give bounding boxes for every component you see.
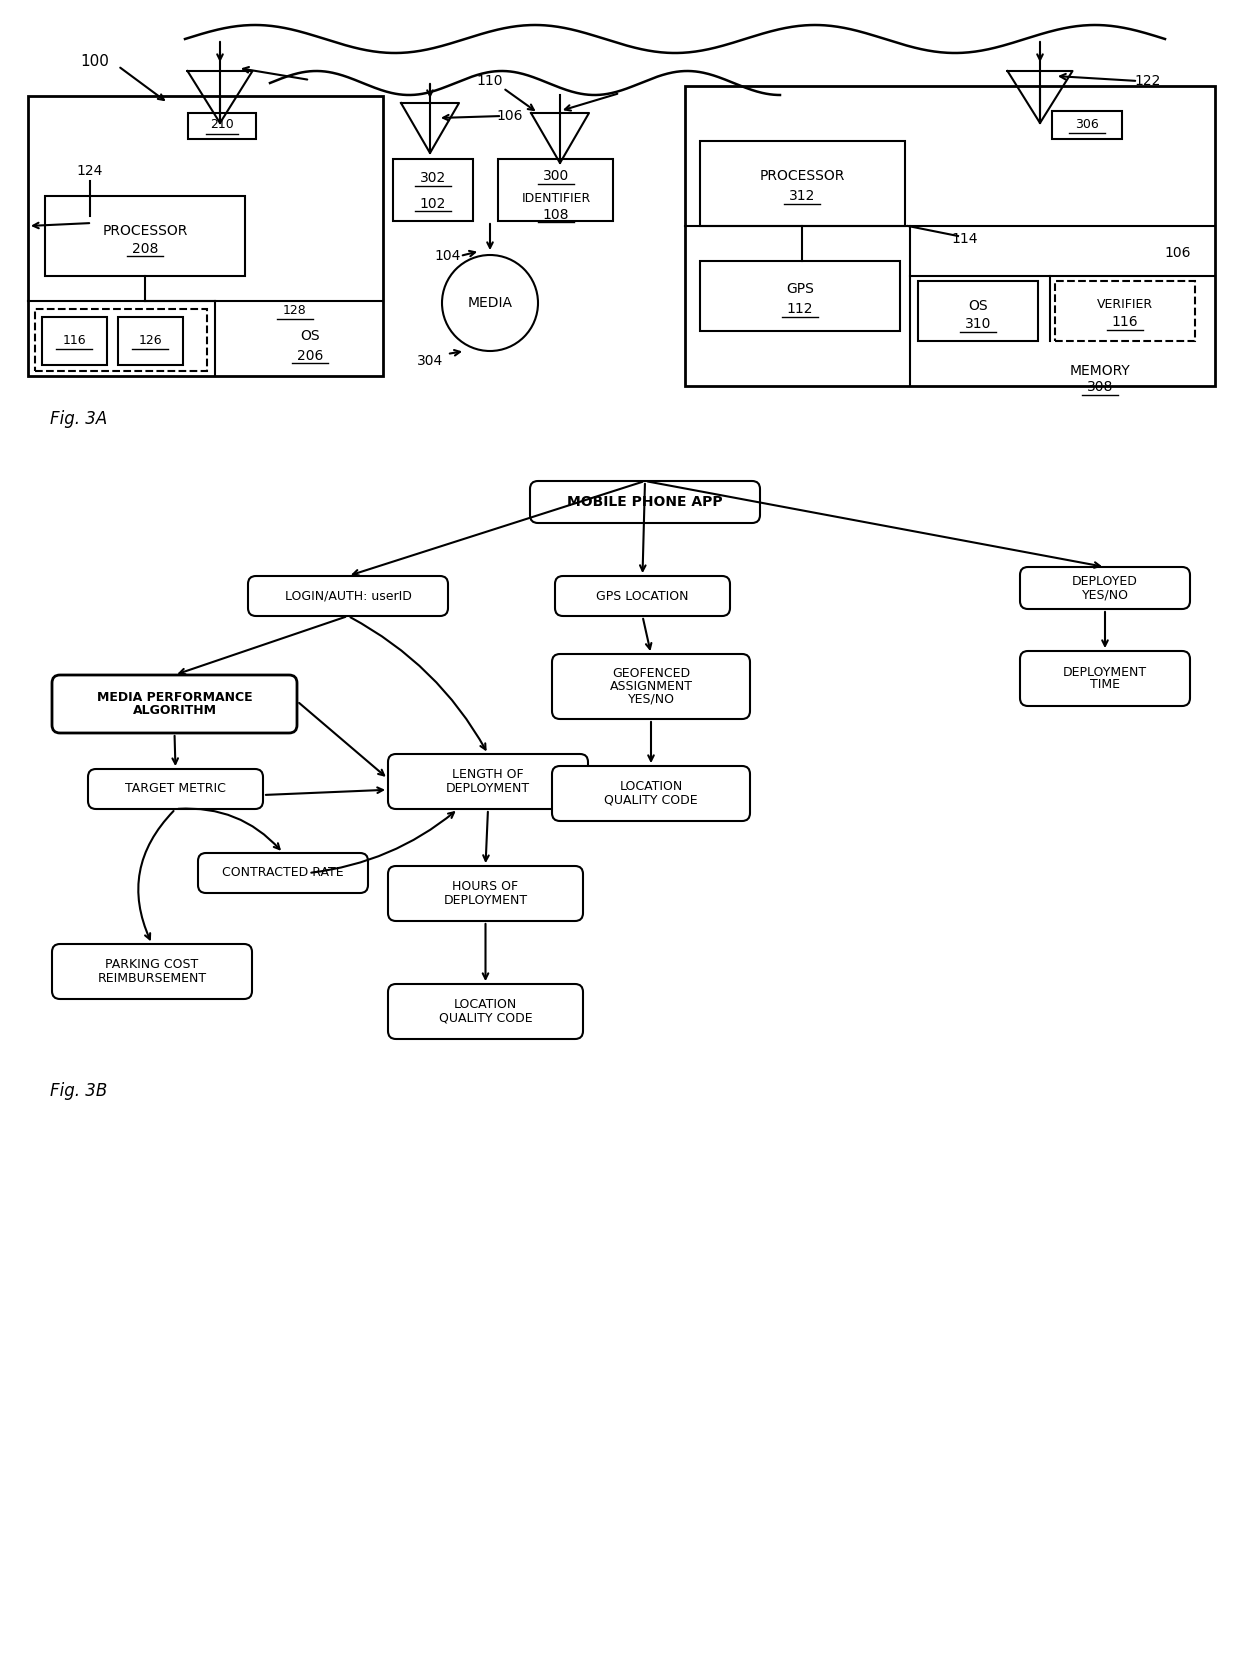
- Text: 126: 126: [138, 334, 161, 348]
- FancyBboxPatch shape: [198, 852, 368, 892]
- Bar: [42, 317, 107, 364]
- Text: DEPLOYED: DEPLOYED: [1073, 575, 1138, 588]
- Text: 310: 310: [965, 317, 991, 331]
- FancyBboxPatch shape: [52, 944, 252, 999]
- Bar: [1052, 110, 1122, 139]
- Text: GEOFENCED: GEOFENCED: [611, 667, 691, 680]
- Text: PARKING COST: PARKING COST: [105, 959, 198, 971]
- FancyBboxPatch shape: [552, 765, 750, 820]
- Text: 108: 108: [543, 207, 569, 222]
- Text: HOURS OF: HOURS OF: [453, 881, 518, 894]
- Text: DEPLOYMENT: DEPLOYMENT: [1063, 665, 1147, 678]
- Text: TIME: TIME: [1090, 678, 1120, 692]
- Text: GPS: GPS: [786, 282, 813, 296]
- Text: LOCATION: LOCATION: [454, 999, 517, 1011]
- Text: 302: 302: [420, 170, 446, 185]
- FancyBboxPatch shape: [1021, 652, 1190, 707]
- Text: Fig. 3A: Fig. 3A: [50, 409, 107, 428]
- Bar: [498, 159, 613, 221]
- Text: 124: 124: [77, 164, 103, 179]
- FancyBboxPatch shape: [388, 866, 583, 921]
- Text: 206: 206: [296, 349, 324, 363]
- FancyBboxPatch shape: [529, 481, 760, 523]
- FancyBboxPatch shape: [52, 675, 298, 734]
- Text: 112: 112: [786, 302, 813, 316]
- Text: 110: 110: [476, 74, 503, 89]
- Text: GPS LOCATION: GPS LOCATION: [596, 590, 688, 603]
- Text: 210: 210: [210, 117, 234, 130]
- Text: YES/NO: YES/NO: [1081, 588, 1128, 602]
- FancyBboxPatch shape: [248, 576, 448, 617]
- Text: OS: OS: [968, 299, 988, 312]
- Text: LENGTH OF: LENGTH OF: [453, 769, 523, 782]
- Text: Fig. 3B: Fig. 3B: [50, 1083, 107, 1100]
- Text: VERIFIER: VERIFIER: [1097, 297, 1153, 311]
- Text: 100: 100: [81, 53, 109, 69]
- Bar: [35, 309, 207, 371]
- Bar: [701, 140, 905, 226]
- Text: MEDIA: MEDIA: [467, 296, 512, 311]
- Text: YES/NO: YES/NO: [627, 693, 675, 707]
- Bar: [684, 85, 1215, 386]
- Bar: [918, 281, 1038, 341]
- Text: 208: 208: [131, 242, 159, 256]
- Text: IDENTIFIER: IDENTIFIER: [521, 192, 590, 206]
- Text: PROCESSOR: PROCESSOR: [759, 169, 844, 184]
- Text: 116: 116: [62, 334, 86, 348]
- Text: LOGIN/AUTH: userID: LOGIN/AUTH: userID: [284, 590, 412, 603]
- Bar: [188, 114, 255, 139]
- Text: 122: 122: [1135, 74, 1161, 89]
- FancyBboxPatch shape: [552, 653, 750, 719]
- Text: MEMORY: MEMORY: [1070, 364, 1131, 378]
- Text: OS: OS: [300, 329, 320, 343]
- Bar: [701, 261, 900, 331]
- Text: 308: 308: [1086, 379, 1114, 394]
- Text: QUALITY CODE: QUALITY CODE: [604, 794, 698, 807]
- FancyBboxPatch shape: [88, 769, 263, 809]
- Text: LOCATION: LOCATION: [619, 780, 683, 794]
- Text: 104: 104: [435, 249, 461, 262]
- Bar: [29, 95, 383, 376]
- Text: 312: 312: [789, 189, 815, 202]
- Bar: [45, 196, 246, 276]
- Text: TARGET METRIC: TARGET METRIC: [125, 782, 226, 795]
- Text: REIMBURSEMENT: REIMBURSEMENT: [98, 971, 207, 984]
- Text: MOBILE PHONE APP: MOBILE PHONE APP: [567, 495, 723, 510]
- Text: 116: 116: [1112, 316, 1138, 329]
- Text: ALGORITHM: ALGORITHM: [133, 703, 217, 717]
- Text: 106: 106: [497, 109, 523, 124]
- Text: ASSIGNMENT: ASSIGNMENT: [610, 680, 692, 693]
- Text: QUALITY CODE: QUALITY CODE: [439, 1011, 532, 1024]
- Bar: [118, 317, 184, 364]
- Text: 300: 300: [543, 169, 569, 184]
- Text: 114: 114: [952, 232, 978, 246]
- Bar: [393, 159, 472, 221]
- Text: 128: 128: [283, 304, 306, 317]
- Text: 306: 306: [1075, 117, 1099, 130]
- FancyBboxPatch shape: [388, 754, 588, 809]
- Text: MEDIA PERFORMANCE: MEDIA PERFORMANCE: [97, 692, 252, 703]
- FancyBboxPatch shape: [1021, 566, 1190, 608]
- Text: 102: 102: [420, 197, 446, 211]
- Text: PROCESSOR: PROCESSOR: [103, 224, 187, 237]
- Text: DEPLOYMENT: DEPLOYMENT: [446, 782, 529, 794]
- Text: 304: 304: [417, 354, 443, 368]
- Text: CONTRACTED RATE: CONTRACTED RATE: [222, 867, 343, 879]
- FancyBboxPatch shape: [556, 576, 730, 617]
- Text: DEPLOYMENT: DEPLOYMENT: [444, 894, 527, 906]
- Text: 106: 106: [1164, 246, 1192, 261]
- Bar: [1055, 281, 1195, 341]
- FancyBboxPatch shape: [388, 984, 583, 1039]
